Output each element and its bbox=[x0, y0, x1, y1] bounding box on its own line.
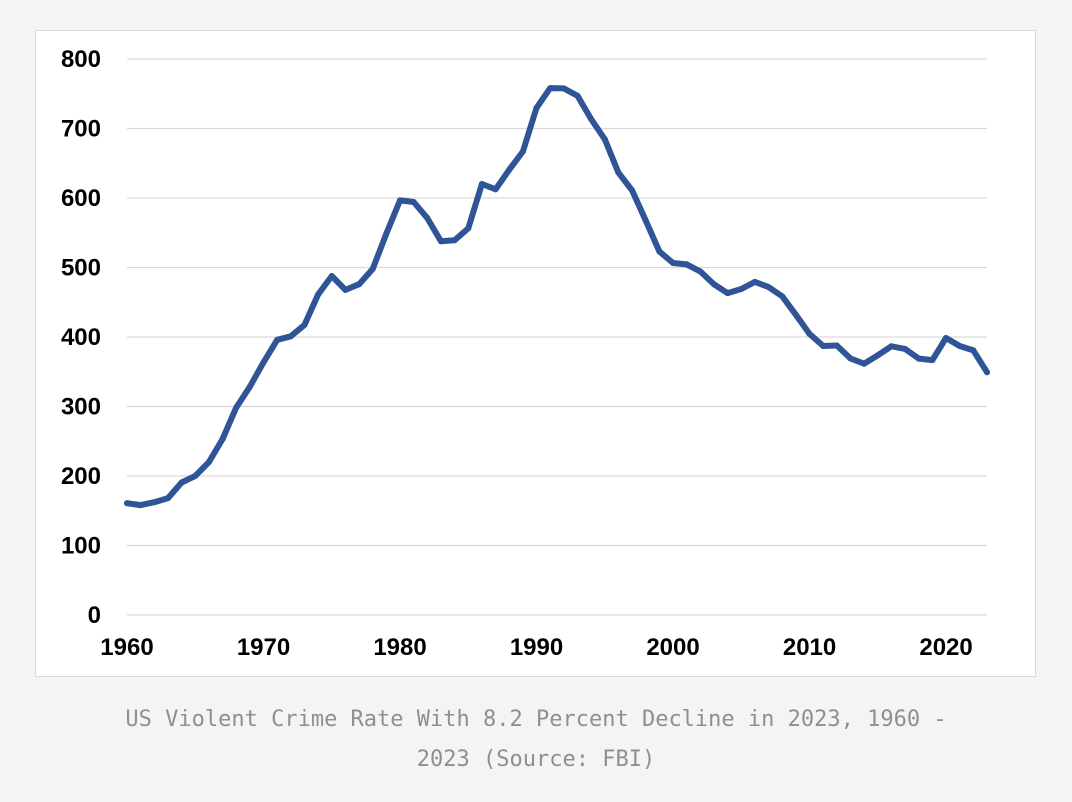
data-point-1986 bbox=[478, 181, 485, 187]
data-point-2016 bbox=[888, 343, 895, 350]
x-tick-label-2020: 2020 bbox=[919, 634, 972, 661]
data-point-2011 bbox=[820, 343, 827, 349]
data-point-1978 bbox=[369, 266, 376, 272]
data-point-2021 bbox=[956, 343, 963, 349]
data-point-1977 bbox=[356, 281, 363, 288]
data-point-2009 bbox=[792, 311, 799, 318]
y-tick-label-200: 200 bbox=[61, 463, 101, 490]
data-point-2023 bbox=[984, 369, 990, 376]
x-tick-label-2010: 2010 bbox=[783, 634, 836, 661]
data-point-1965 bbox=[192, 472, 199, 479]
data-point-1961 bbox=[137, 502, 144, 509]
data-point-1967 bbox=[219, 436, 226, 442]
data-point-1964 bbox=[178, 479, 185, 486]
data-point-2001 bbox=[683, 261, 690, 268]
data-point-1972 bbox=[287, 333, 294, 340]
caption-line-1: US Violent Crime Rate With 8.2 Percent D… bbox=[125, 707, 947, 732]
y-tick-label-0: 0 bbox=[88, 602, 101, 629]
x-tick-label-1970: 1970 bbox=[237, 634, 290, 661]
data-point-1990 bbox=[533, 104, 540, 111]
data-point-1983 bbox=[438, 238, 444, 245]
y-tick-label-400: 400 bbox=[61, 324, 101, 351]
y-axis-tick-labels: 0 100 200 300 400 500 600 700 800 bbox=[61, 46, 101, 629]
data-point-1974 bbox=[315, 291, 322, 298]
data-point-1970 bbox=[260, 359, 267, 366]
data-point-1998 bbox=[642, 217, 649, 224]
data-point-1993 bbox=[574, 92, 581, 99]
data-point-2019 bbox=[929, 357, 936, 364]
data-point-2004 bbox=[724, 290, 731, 297]
x-tick-label-1960: 1960 bbox=[100, 634, 153, 661]
data-point-1989 bbox=[519, 148, 526, 155]
data-point-2013 bbox=[847, 355, 854, 362]
data-point-1976 bbox=[342, 286, 349, 293]
data-point-1994 bbox=[588, 116, 595, 122]
data-point-2005 bbox=[738, 286, 745, 292]
data-point-2020 bbox=[943, 335, 949, 341]
data-point-1997 bbox=[629, 187, 636, 194]
data-point-1973 bbox=[301, 321, 308, 328]
data-point-1999 bbox=[656, 248, 663, 255]
y-tick-label-800: 800 bbox=[61, 46, 101, 73]
data-point-2022 bbox=[970, 347, 977, 354]
data-point-1985 bbox=[465, 225, 472, 232]
y-tick-label-300: 300 bbox=[61, 394, 101, 421]
chart-caption: US Violent Crime Rate With 8.2 Percent D… bbox=[0, 700, 1072, 780]
data-point-2008 bbox=[779, 293, 786, 300]
data-point-1975 bbox=[328, 273, 335, 279]
y-tick-label-600: 600 bbox=[61, 185, 101, 212]
data-point-1962 bbox=[151, 499, 158, 506]
x-tick-label-2000: 2000 bbox=[646, 634, 699, 661]
caption-line-2: 2023 (Source: FBI) bbox=[416, 747, 656, 772]
y-tick-label-100: 100 bbox=[61, 533, 101, 560]
data-point-1968 bbox=[233, 404, 240, 411]
data-point-1980 bbox=[397, 197, 403, 204]
data-point-1996 bbox=[615, 169, 622, 176]
data-point-1992 bbox=[560, 85, 567, 92]
data-point-2002 bbox=[697, 268, 704, 275]
data-point-2014 bbox=[861, 360, 868, 367]
data-point-1963 bbox=[165, 495, 171, 502]
data-point-1988 bbox=[506, 166, 513, 173]
data-point-2007 bbox=[765, 284, 772, 291]
data-point-2012 bbox=[833, 342, 840, 349]
y-tick-label-700: 700 bbox=[61, 116, 101, 143]
data-point-1960 bbox=[124, 500, 130, 507]
data-point-1966 bbox=[205, 459, 212, 466]
series-layer bbox=[124, 85, 990, 509]
data-point-2003 bbox=[711, 281, 717, 288]
x-tick-label-1990: 1990 bbox=[510, 634, 563, 661]
data-point-1981 bbox=[410, 199, 417, 205]
data-point-2015 bbox=[874, 352, 881, 359]
data-point-1991 bbox=[547, 85, 554, 92]
series-line-0 bbox=[124, 85, 990, 509]
data-point-1971 bbox=[274, 336, 281, 343]
data-point-2017 bbox=[902, 345, 909, 352]
data-point-1969 bbox=[246, 383, 253, 390]
chart-frame: 0 100 200 300 400 500 600 700 800 1960 1970 1980 19… bbox=[35, 30, 1036, 677]
data-point-1995 bbox=[601, 136, 608, 143]
x-axis-tick-labels: 1960 1970 1980 1990 2000 2010 2020 bbox=[100, 634, 972, 661]
gridlines bbox=[127, 58, 987, 547]
data-point-2018 bbox=[915, 355, 922, 362]
x-tick-label-1980: 1980 bbox=[373, 634, 426, 661]
data-point-1984 bbox=[451, 237, 458, 244]
data-point-2006 bbox=[751, 278, 758, 285]
data-point-2000 bbox=[670, 260, 676, 266]
data-point-1982 bbox=[424, 215, 431, 222]
data-point-2010 bbox=[806, 330, 813, 337]
data-point-1979 bbox=[383, 230, 390, 237]
y-tick-label-500: 500 bbox=[61, 255, 101, 282]
data-point-1987 bbox=[492, 186, 499, 193]
